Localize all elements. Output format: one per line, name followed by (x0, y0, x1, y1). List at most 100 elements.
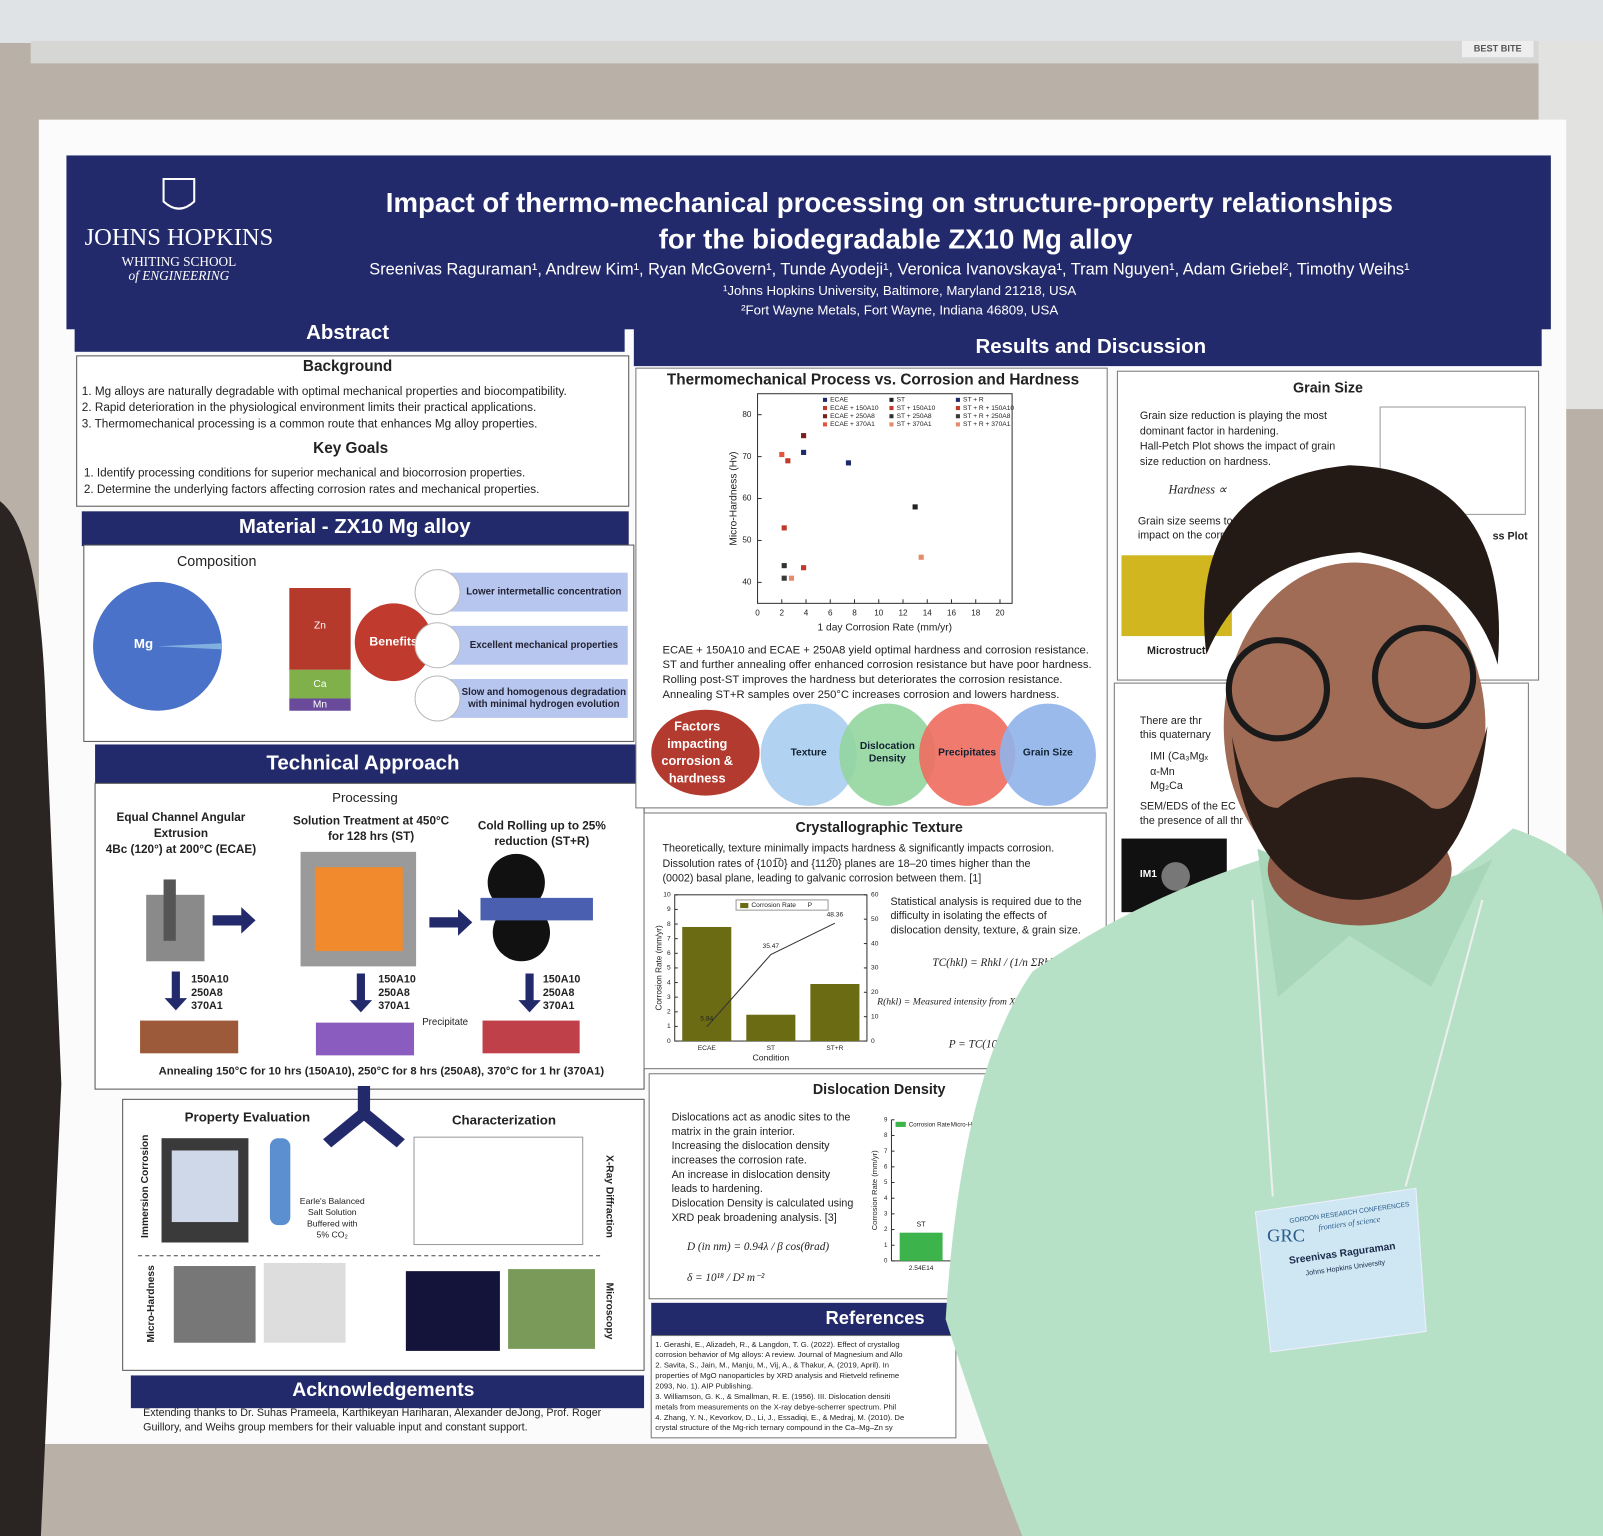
legend-swatch (889, 422, 894, 427)
poster-text: Equal Channel Angular (117, 811, 246, 824)
legend-swatch (955, 397, 960, 402)
factor-circle (919, 703, 1016, 806)
badge (1254, 1187, 1427, 1353)
point (801, 449, 807, 455)
poster-text: 250A8 (378, 987, 410, 999)
poster-title: Impact of thermo-mechanical processing o… (386, 187, 1393, 218)
poster-text: Salt Solution (308, 1207, 357, 1217)
section-heading-bar (95, 744, 637, 784)
poster-text: ST and further annealing offer enhanced … (662, 659, 1091, 671)
poster-text: Dislocations act as anodic sites to the (672, 1112, 851, 1124)
poster-text: Guillory, and Weihs group members for th… (143, 1421, 527, 1433)
poster-text: Grain size seems to h (1138, 515, 1242, 527)
composition-bar (289, 669, 351, 699)
poster-text: X-Ray Diffraction (604, 1155, 615, 1238)
ebsd-image (508, 1269, 595, 1349)
y2-tick-label: 60 (871, 892, 879, 899)
poster-text: Mn (313, 699, 328, 710)
poster-text: SEM/EDS of the EC (1140, 801, 1236, 813)
y-tick-label: 1 (667, 1023, 671, 1030)
poster-text: Excellent mechanical properties (470, 640, 618, 651)
poster-text: Annealing ST+R samples over 250°C increa… (662, 689, 1059, 701)
poster-text: Abstract (306, 321, 389, 344)
composition-bar (289, 698, 351, 711)
poster-text: Slow and homogenous degradation (462, 687, 626, 698)
y-tick-label: 7 (667, 935, 671, 942)
poster-text: Increasing the dislocation density (672, 1140, 831, 1152)
poster-text: 150A10 (378, 974, 416, 986)
poster-text: δ = 10¹⁸ / D² m⁻² (687, 1272, 765, 1284)
arrow (518, 973, 541, 1013)
point (781, 563, 787, 569)
poster-text: Material - ZX10 Mg alloy (239, 515, 471, 538)
poster-text: 2. Savita, S., Jain, M., Manju, M., Vij,… (655, 1361, 889, 1370)
legend-swatch (889, 414, 894, 419)
slab (480, 897, 593, 921)
poster-text: 4. Zhang, Y. N., Kevorkov, D., Li, J., E… (655, 1413, 904, 1422)
data-label: ST (917, 1220, 927, 1228)
hardness-image (173, 1266, 256, 1343)
poster-text: Results and Discussion (976, 335, 1207, 358)
arrow (349, 973, 373, 1013)
x-tick-label: ST (767, 1045, 775, 1052)
micrograph (482, 1020, 580, 1054)
bar (899, 1232, 943, 1261)
poster-text: difficulty in isolating the effects of (890, 910, 1046, 922)
poster-title: for the biodegradable ZX10 Mg alloy (659, 224, 1133, 255)
poster-text: Characterization (452, 1112, 556, 1127)
poster-text: 1. Mg alloys are naturally degradable wi… (82, 385, 567, 398)
poster-text: XRD peak broadening analysis. [3] (672, 1212, 837, 1224)
poster-text: matrix in the grain interior. (672, 1126, 795, 1138)
legend-swatch (889, 397, 894, 402)
legend-label: Corrosion Rate (909, 1122, 951, 1129)
poster-text: R(hkl) = Measured intensity from XR (876, 996, 1021, 1007)
poster-text: 1. Gerashi, E., Alizadeh, R., & Langdon,… (655, 1340, 899, 1349)
hair (1204, 465, 1500, 665)
poster-text: corrosion behavior of Mg alloys: A revie… (655, 1350, 902, 1359)
y-tick-label: 2 (884, 1226, 888, 1233)
logo-text: WHITING SCHOOL (122, 254, 237, 269)
poster-text: hardness (669, 771, 726, 786)
window (0, 0, 1603, 43)
x-tick-label: 8 (852, 609, 857, 618)
legend-label: ST (897, 397, 905, 404)
factor-circle (839, 703, 936, 806)
x-tick-label: 12 (898, 609, 908, 618)
logo-shield (162, 177, 196, 210)
poster-text: 2. Rapid deterioration in the physiologi… (82, 401, 537, 414)
pie-slice (157, 643, 222, 650)
poster-text: There are thr (1140, 715, 1202, 727)
factor-circle (999, 703, 1096, 806)
poster-text: 370A1 (378, 1000, 410, 1012)
poster-text: Dissolution rates of {101̅0} and {112̅0}… (662, 858, 1030, 870)
x-tick-label: ECAE (698, 1045, 717, 1052)
legend-swatch (740, 902, 749, 909)
legend-label: ST + R (963, 397, 984, 404)
bar (682, 926, 732, 1042)
affiliation: ¹Johns Hopkins University, Baltimore, Ma… (723, 283, 1076, 298)
y-tick-label: 4 (667, 979, 671, 986)
poster-text: impact on the corr (1138, 530, 1224, 542)
x-tick-label: ST+R (826, 1045, 843, 1052)
point (788, 575, 795, 581)
y-tick-label: 9 (884, 1116, 888, 1123)
poster-text: ss Plot (1493, 531, 1529, 543)
board-rail (30, 40, 1544, 64)
microscope-image (263, 1262, 346, 1343)
poster-text: Hardness ∝ (1168, 483, 1228, 497)
y-tick-label: 60 (742, 494, 752, 503)
poster-text: size reduction on hardness. (1140, 456, 1271, 468)
x-tick-label: 16 (947, 609, 957, 618)
legend-swatch (889, 405, 894, 411)
poster-text: 3. Williamson, G. K., & Smallman, R. E. … (655, 1392, 890, 1401)
y2-tick-label: 20 (871, 989, 879, 996)
furnace-inner (314, 867, 403, 952)
y-tick-label: 8 (667, 921, 671, 928)
poster-text: increases the corrosion rate. (672, 1155, 807, 1167)
legend-swatch (955, 405, 960, 411)
data-label: 48.36 (827, 912, 844, 919)
poster-text: Buffered with (307, 1218, 358, 1228)
micrograph (315, 1022, 415, 1056)
chart-title: Thermomechanical Process vs. Corrosion a… (667, 371, 1079, 388)
